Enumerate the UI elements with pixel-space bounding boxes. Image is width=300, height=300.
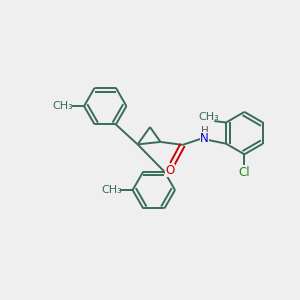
Text: N: N <box>200 132 209 145</box>
Text: H: H <box>201 126 208 136</box>
Text: O: O <box>165 164 175 177</box>
Text: CH₃: CH₃ <box>52 101 73 111</box>
Text: CH₃: CH₃ <box>199 112 219 122</box>
Text: Cl: Cl <box>238 166 250 179</box>
Text: CH₃: CH₃ <box>101 185 122 195</box>
